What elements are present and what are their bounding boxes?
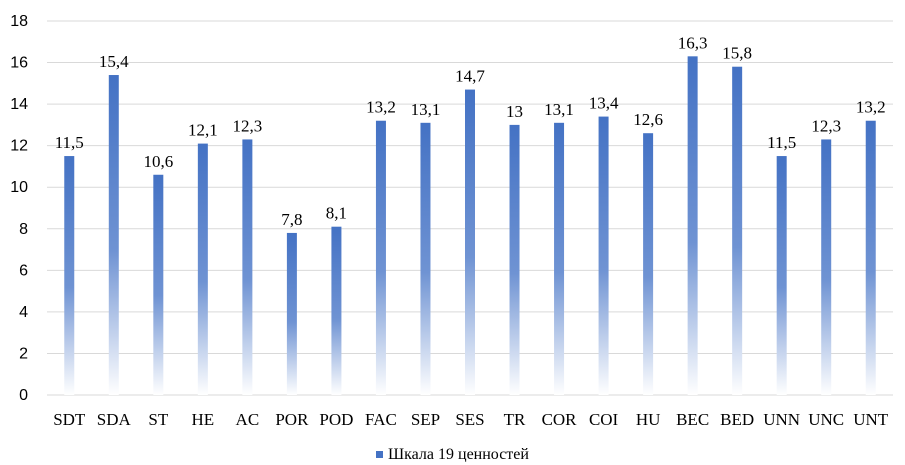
x-tick-label-ac: AC bbox=[236, 410, 260, 429]
bar-por bbox=[286, 232, 297, 395]
data-label-cor: 13,1 bbox=[544, 100, 574, 119]
x-tick-label-sdt: SDT bbox=[53, 410, 86, 429]
data-label-sep: 13,1 bbox=[411, 100, 441, 119]
bars bbox=[64, 56, 876, 396]
bar-unn bbox=[776, 156, 787, 395]
x-tick-label-sda: SDA bbox=[97, 410, 132, 429]
legend-label: Шкала 19 ценностей bbox=[388, 446, 529, 463]
y-tick-label: 8 bbox=[19, 221, 28, 238]
y-tick-label: 18 bbox=[10, 13, 28, 30]
bar-bec bbox=[687, 56, 698, 395]
y-tick-label: 16 bbox=[10, 55, 28, 72]
x-tick-label-ses: SES bbox=[455, 410, 484, 429]
bar-sep bbox=[420, 122, 431, 396]
x-tick-label-sep: SEP bbox=[411, 410, 440, 429]
legend: Шкала 19 ценностей bbox=[376, 446, 529, 463]
data-label-unn: 11,5 bbox=[767, 133, 796, 152]
x-tick-label-fac: FAC bbox=[365, 410, 397, 429]
y-tick-label: 6 bbox=[19, 262, 28, 279]
x-tick-label-coi: COI bbox=[589, 410, 619, 429]
x-tick-label-he: HE bbox=[192, 410, 215, 429]
data-label-fac: 13,2 bbox=[366, 98, 396, 117]
bar-unc bbox=[821, 139, 832, 395]
x-tick-label-tr: TR bbox=[504, 410, 526, 429]
data-labels: 11,5 15,4 10,6 12,1 12,3 7,8 8,1 13,2 13,1 14,7 13… bbox=[55, 33, 886, 229]
data-label-hu: 12,6 bbox=[633, 110, 663, 129]
bar-sdt bbox=[64, 156, 75, 395]
bar-ac bbox=[242, 139, 253, 395]
x-tick-label-bec: BEC bbox=[676, 410, 709, 429]
data-label-pod: 8,1 bbox=[326, 204, 347, 223]
bar-tr bbox=[509, 124, 520, 395]
bar-cor bbox=[554, 122, 565, 396]
x-tick-label-st: ST bbox=[148, 410, 168, 429]
data-label-he: 12,1 bbox=[188, 121, 218, 140]
bar-pod bbox=[331, 226, 342, 395]
data-label-por: 7,8 bbox=[281, 210, 302, 229]
y-axis-tick-labels: 0 2 4 6 8 10 12 14 16 18 bbox=[10, 13, 28, 404]
y-tick-label: 2 bbox=[19, 345, 28, 362]
y-tick-label: 14 bbox=[10, 96, 28, 113]
data-label-bed: 15,8 bbox=[722, 44, 752, 63]
x-tick-label-hu: HU bbox=[636, 410, 661, 429]
x-tick-label-unc: UNC bbox=[808, 410, 844, 429]
data-label-coi: 13,4 bbox=[589, 94, 619, 113]
bar-fac bbox=[375, 120, 386, 395]
data-label-tr: 13 bbox=[506, 102, 523, 121]
data-label-sda: 15,4 bbox=[99, 52, 129, 71]
bar-coi bbox=[598, 116, 609, 396]
x-tick-label-unt: UNT bbox=[853, 410, 889, 429]
bar-unt bbox=[865, 120, 876, 395]
data-label-sdt: 11,5 bbox=[55, 133, 84, 152]
data-label-unt: 13,2 bbox=[856, 98, 886, 117]
data-label-ses: 14,7 bbox=[455, 67, 485, 86]
data-label-st: 10,6 bbox=[143, 152, 173, 171]
y-tick-label: 10 bbox=[10, 179, 28, 196]
bar-he bbox=[197, 143, 208, 395]
bar-st bbox=[153, 174, 164, 395]
bar-hu bbox=[643, 133, 654, 395]
legend-swatch bbox=[376, 451, 383, 458]
x-tick-label-bed: BED bbox=[720, 410, 754, 429]
x-axis-category-labels: SDT SDA ST HE AC POR POD FAC SEP SES TR COR COI HU BEC… bbox=[53, 410, 889, 429]
data-label-bec: 16,3 bbox=[678, 33, 708, 52]
x-tick-label-unn: UNN bbox=[763, 410, 800, 429]
data-label-unc: 12,3 bbox=[811, 116, 841, 135]
x-tick-label-pod: POD bbox=[319, 410, 353, 429]
bar-bed bbox=[732, 66, 743, 395]
y-tick-label: 12 bbox=[10, 138, 28, 155]
y-tick-label: 4 bbox=[19, 304, 28, 321]
x-tick-label-cor: COR bbox=[542, 410, 578, 429]
y-tick-label: 0 bbox=[19, 387, 28, 404]
bar-sda bbox=[108, 75, 119, 396]
bar-ses bbox=[465, 89, 475, 396]
x-tick-label-por: POR bbox=[275, 410, 309, 429]
data-label-ac: 12,3 bbox=[232, 116, 262, 135]
